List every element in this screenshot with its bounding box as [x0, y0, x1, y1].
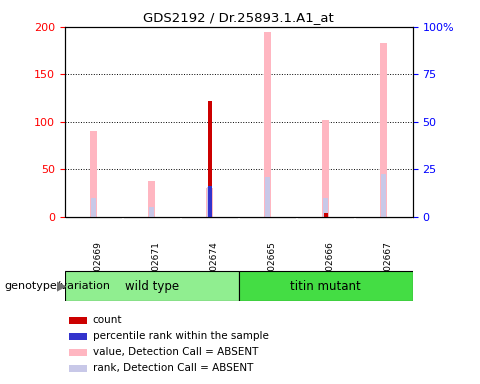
Bar: [92, 198, 96, 217]
Bar: [69, 365, 86, 372]
Text: GSM102667: GSM102667: [384, 241, 393, 296]
Text: GSM102674: GSM102674: [210, 241, 219, 296]
Bar: [324, 198, 328, 217]
Bar: [265, 177, 270, 217]
Text: count: count: [93, 315, 122, 325]
Text: GSM102671: GSM102671: [152, 241, 161, 296]
Text: GSM102669: GSM102669: [94, 241, 103, 296]
Bar: [206, 189, 213, 217]
Bar: [69, 317, 86, 324]
FancyBboxPatch shape: [239, 271, 413, 301]
Text: GSM102666: GSM102666: [326, 241, 335, 296]
Title: GDS2192 / Dr.25893.1.A1_at: GDS2192 / Dr.25893.1.A1_at: [144, 11, 334, 24]
Bar: [90, 131, 97, 217]
Text: rank, Detection Call = ABSENT: rank, Detection Call = ABSENT: [93, 364, 253, 374]
Bar: [208, 185, 212, 217]
Text: wild type: wild type: [125, 280, 179, 293]
Text: percentile rank within the sample: percentile rank within the sample: [93, 331, 268, 341]
Text: titin mutant: titin mutant: [290, 280, 361, 293]
Text: ▶: ▶: [57, 280, 66, 293]
Text: GSM102665: GSM102665: [268, 241, 277, 296]
Bar: [207, 187, 212, 217]
FancyBboxPatch shape: [65, 271, 239, 301]
Bar: [148, 181, 156, 217]
Bar: [264, 31, 271, 217]
Bar: [324, 213, 328, 217]
Bar: [380, 43, 387, 217]
Bar: [208, 101, 212, 217]
Bar: [69, 333, 86, 340]
Bar: [69, 349, 86, 356]
Bar: [323, 120, 329, 217]
Bar: [382, 174, 386, 217]
Text: genotype/variation: genotype/variation: [5, 281, 111, 291]
Bar: [149, 207, 154, 217]
Text: value, Detection Call = ABSENT: value, Detection Call = ABSENT: [93, 348, 258, 358]
